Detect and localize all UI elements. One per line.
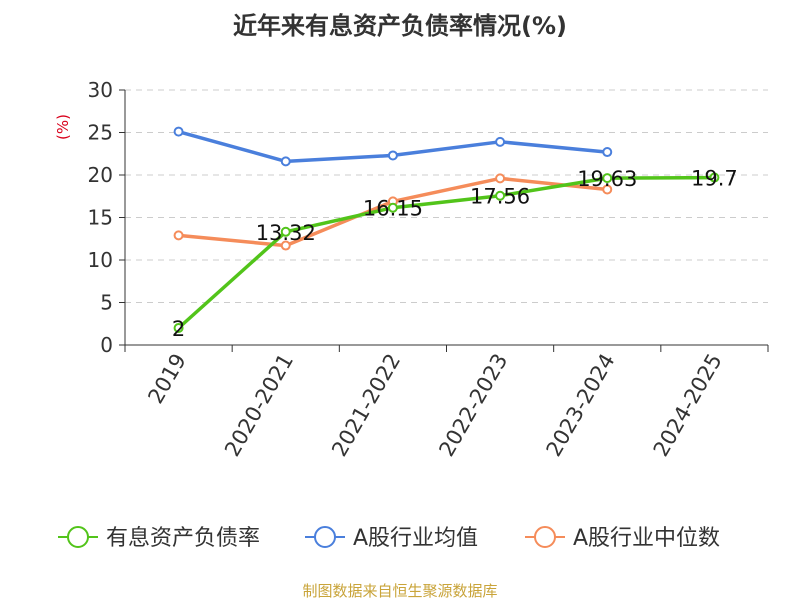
- axes: [119, 89, 769, 352]
- y-tick-label: 25: [88, 121, 113, 145]
- y-tick-label: 20: [88, 163, 113, 187]
- legend: 有息资产负债率 A股行业均值 A股行业中位数: [58, 526, 720, 551]
- data-label: 17.56: [470, 185, 530, 209]
- y-tick-label: 10: [88, 248, 113, 272]
- y-tick-label: 5: [100, 291, 113, 315]
- data-point: [280, 240, 291, 251]
- chart-title: 近年来有息资产负债率情况(%): [233, 12, 567, 40]
- data-label: 2: [172, 317, 185, 341]
- data-label: 19.63: [577, 167, 637, 191]
- x-tick-label: 2024-2025: [649, 350, 727, 461]
- data-point: [709, 172, 720, 183]
- series-line: [176, 175, 717, 330]
- y-axis-label: (%): [54, 114, 72, 140]
- legend-label: A股行业中位数: [573, 526, 720, 551]
- data-point: [387, 150, 398, 161]
- x-tick-label: 2019: [143, 350, 191, 408]
- source-note: 制图数据来自恒生聚源数据库: [302, 582, 497, 600]
- data-point: [495, 136, 506, 147]
- gridlines: [125, 89, 768, 303]
- data-point: [173, 230, 184, 241]
- x-tick-label: 2023-2024: [542, 350, 620, 461]
- x-tick-labels: 2019 2020-2021 2021-2022 2022-2023 2023-2024…: [143, 349, 726, 460]
- x-tick-label: 2020-2021: [220, 350, 298, 461]
- data-point: [387, 202, 398, 213]
- y-tick-labels: 0 5 10 15 20 25 30: [88, 78, 113, 357]
- data-point: [495, 190, 506, 201]
- data-point: [173, 126, 184, 137]
- x-tick-label: 2022-2023: [434, 350, 512, 461]
- data-point: [280, 156, 291, 167]
- data-point: [495, 173, 506, 184]
- legend-label: A股行业均值: [353, 526, 478, 551]
- x-tick-label: 2021-2022: [327, 349, 405, 460]
- legend-marker: [314, 526, 336, 548]
- data-labels: 2 13.32 16.15 17.56 19.63 19.7: [172, 167, 738, 341]
- y-tick-label: 0: [100, 333, 113, 357]
- data-point: [602, 184, 613, 195]
- data-point: [602, 147, 613, 158]
- data-point: [173, 323, 184, 333]
- series-points: [173, 126, 720, 333]
- legend-label: 有息资产负债率: [106, 526, 260, 551]
- data-point: [280, 226, 291, 237]
- data-label: 13.32: [256, 221, 316, 245]
- data-label: 19.7: [691, 167, 738, 191]
- legend-marker: [67, 526, 89, 548]
- y-tick-label: 15: [88, 206, 113, 230]
- legend-marker: [534, 526, 556, 548]
- data-point: [602, 173, 613, 184]
- data-label: 16.15: [363, 197, 423, 221]
- y-tick-label: 30: [88, 78, 113, 102]
